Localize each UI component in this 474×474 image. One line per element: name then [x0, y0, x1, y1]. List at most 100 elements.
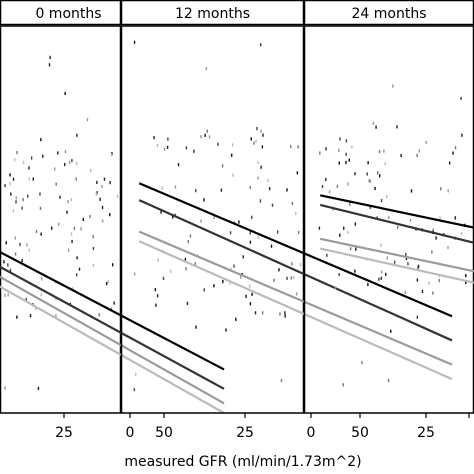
scatter-point	[296, 171, 299, 175]
scatter-point	[75, 273, 78, 277]
scatter-point	[221, 164, 224, 168]
scatter-point	[225, 328, 227, 332]
x-axis-label: measured GFR (ml/min/1.73m^2)	[124, 454, 361, 470]
scatter-point	[460, 96, 462, 101]
scatter-point	[76, 162, 78, 166]
scatter-point	[92, 235, 94, 239]
scatter-point	[213, 215, 215, 220]
x-tick-label: 0	[307, 425, 316, 441]
scatter-point	[200, 135, 202, 139]
scatter-point	[76, 256, 78, 260]
scatter-point	[155, 303, 157, 307]
scatter-point	[257, 160, 259, 165]
regression-line	[319, 237, 474, 273]
scatter-point	[354, 222, 357, 226]
scatter-point	[30, 156, 33, 160]
scatter-point	[377, 171, 379, 175]
scatter-point	[7, 263, 9, 267]
scatter-point	[296, 292, 298, 296]
scatter-point	[284, 311, 286, 315]
scatter-point	[54, 167, 56, 171]
scatter-point	[375, 125, 377, 129]
scatter-point	[286, 188, 288, 192]
scatter-point	[204, 133, 206, 137]
scatter-point	[185, 267, 187, 271]
scatter-point	[380, 243, 382, 247]
scatter-point	[251, 215, 253, 219]
scatter-point	[409, 218, 412, 222]
scatter-point	[465, 280, 467, 285]
scatter-point	[40, 138, 42, 142]
scatter-point	[255, 139, 257, 143]
scatter-point	[438, 279, 440, 283]
panel-title-1: 12 months	[175, 6, 250, 22]
scatter-point	[9, 182, 11, 186]
scatter-point	[380, 199, 383, 203]
scatter-point	[4, 293, 6, 297]
scatter-point	[133, 388, 136, 392]
scatter-point	[105, 282, 108, 286]
scatter-point	[217, 142, 219, 146]
scatter-point	[367, 282, 369, 287]
scatter-point	[195, 325, 197, 329]
scatter-point	[203, 198, 205, 202]
scatter-point	[416, 153, 418, 158]
scatter-point	[267, 178, 269, 182]
x-tick-label: 25	[55, 425, 73, 441]
scatter-point	[318, 226, 321, 230]
scatter-point	[57, 151, 59, 155]
scatter-point	[273, 278, 275, 282]
scatter-point	[439, 187, 442, 191]
scatter-point	[297, 230, 300, 235]
scatter-point	[177, 163, 180, 167]
scatter-point	[384, 162, 386, 166]
scatter-point	[28, 248, 30, 252]
scatter-point	[231, 143, 234, 147]
scatter-point	[160, 210, 162, 214]
scatter-point	[425, 140, 427, 144]
scatter-point	[345, 139, 348, 143]
scatter-point	[12, 209, 15, 213]
scatter-point	[111, 263, 114, 267]
scatter-point	[410, 189, 413, 193]
scatter-point	[12, 177, 15, 181]
scatter-point	[280, 378, 283, 383]
scatter-point	[213, 284, 215, 288]
scatter-point	[386, 256, 388, 260]
scatter-point	[392, 84, 394, 88]
scatter-point	[354, 172, 356, 176]
scatter-point	[16, 150, 18, 155]
scatter-point	[290, 276, 293, 280]
scatter-point	[366, 172, 368, 176]
scatter-point	[193, 149, 195, 153]
scatter-point	[71, 239, 73, 244]
scatter-point	[222, 279, 224, 284]
scatter-point	[259, 199, 262, 203]
scatter-point	[64, 162, 66, 167]
scatter-point	[10, 192, 12, 196]
scatter-point	[95, 192, 97, 196]
scatter-point	[133, 272, 136, 276]
scatter-point	[278, 268, 280, 272]
scatter-point	[15, 200, 17, 204]
scatter-point	[35, 229, 38, 233]
scatter-point	[73, 226, 76, 230]
scatter-point	[7, 293, 9, 297]
scatter-point	[343, 226, 345, 230]
scatter-point	[374, 186, 376, 191]
scatter-point	[326, 253, 328, 257]
scatter-point	[261, 145, 264, 149]
scatter-point	[321, 184, 324, 189]
scatter-point	[367, 161, 369, 165]
scatter-point	[21, 258, 23, 263]
scatter-point	[167, 137, 169, 141]
scatter-point	[28, 177, 30, 181]
panel-header-1	[120, 0, 305, 26]
scatter-point	[57, 222, 60, 226]
scatter-point	[337, 148, 340, 152]
scatter-point	[163, 147, 166, 151]
scatter-point	[435, 236, 437, 240]
scatter-point	[387, 378, 390, 383]
scatter-point	[98, 313, 100, 317]
scatter-point	[421, 289, 424, 293]
